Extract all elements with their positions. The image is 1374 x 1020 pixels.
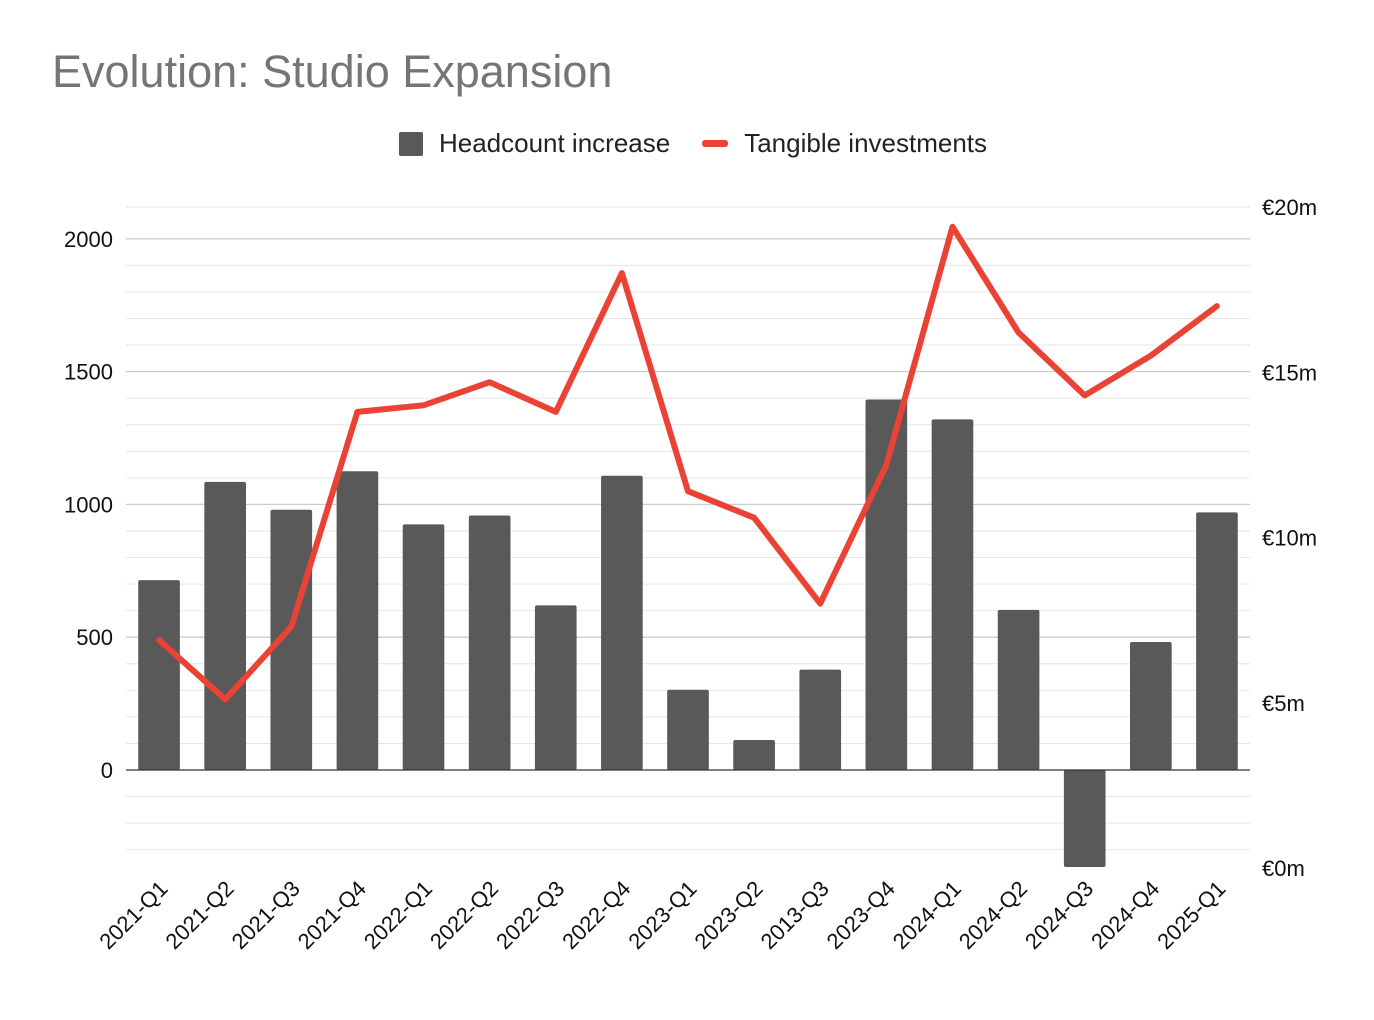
chart-legend: Headcount increase Tangible investments (0, 128, 1374, 159)
right-tick-label: €15m (1262, 360, 1317, 385)
x-tick-label: 2024-Q4 (1086, 876, 1164, 954)
bar-2022-Q1 (402, 524, 445, 770)
bar-2022-Q4 (601, 475, 643, 770)
legend-label-investments: Tangible investments (744, 128, 988, 158)
x-tick-label: 2023-Q1 (623, 876, 701, 954)
bar-2023-Q1 (667, 689, 709, 770)
x-tick-label: 2022-Q4 (557, 876, 635, 954)
left-tick-label: 0 (101, 758, 113, 783)
left-tick-label: 1000 (64, 492, 113, 517)
x-tick-label: 2021-Q3 (227, 876, 305, 954)
right-tick-label: €0m (1262, 856, 1305, 881)
legend-item-headcount: Headcount increase (398, 128, 671, 159)
bar-2024-Q4 (1129, 641, 1172, 770)
bar-2024-Q2 (997, 609, 1040, 770)
bar-2024-Q1 (931, 419, 974, 770)
x-tick-label: 2021-Q4 (293, 876, 371, 954)
bar-2021-Q1 (138, 580, 180, 770)
x-axis-ticks: 2021-Q12021-Q22021-Q32021-Q42022-Q12022-… (94, 876, 1230, 954)
left-tick-label: 1500 (64, 360, 113, 385)
x-tick-label: 2023-Q2 (689, 876, 767, 954)
right-tick-label: €10m (1262, 526, 1317, 551)
gridlines (126, 206, 1250, 851)
left-tick-label: 2000 (64, 227, 113, 252)
bar-2024-Q3 (1063, 770, 1106, 867)
x-tick-label: 2022-Q3 (491, 876, 569, 954)
legend-item-investments: Tangible investments (702, 128, 987, 159)
legend-swatch-line (702, 140, 729, 147)
bar-2021-Q2 (204, 481, 247, 770)
right-axis-ticks: €0m €5m €10m €15m €20m (1262, 195, 1317, 881)
bar-2022-Q3 (534, 605, 577, 770)
bar-2021-Q4 (336, 471, 379, 770)
right-tick-label: €5m (1262, 691, 1305, 716)
line-tangible-investments (156, 223, 1220, 703)
line-series (156, 223, 1220, 703)
left-tick-label: 500 (76, 625, 113, 650)
legend-label-headcount: Headcount increase (438, 128, 671, 158)
bar-series (138, 399, 1238, 867)
x-tick-label: 2024-Q1 (888, 876, 966, 954)
x-tick-label: 2023-Q4 (822, 876, 900, 954)
x-tick-label: 2021-Q2 (160, 876, 238, 954)
x-tick-label: 2013-Q3 (756, 876, 834, 954)
right-tick-label: €20m (1262, 195, 1317, 220)
bar-2023-Q2 (733, 739, 775, 770)
x-tick-label: 2025-Q1 (1152, 876, 1230, 954)
bar-2021-Q3 (270, 509, 313, 770)
legend-swatch-bar (398, 131, 423, 156)
x-tick-label: 2024-Q2 (954, 876, 1032, 954)
chart-title: Evolution: Studio Expansion (52, 46, 613, 97)
bar-2025-Q1 (1196, 512, 1238, 770)
x-tick-label: 2024-Q3 (1020, 876, 1098, 954)
x-tick-label: 2021-Q1 (94, 876, 172, 954)
x-tick-label: 2022-Q1 (359, 876, 437, 954)
x-tick-label: 2022-Q2 (425, 876, 503, 954)
bar-2013-Q3 (799, 669, 842, 770)
left-axis-ticks: 0 500 1000 1500 2000 (64, 227, 113, 783)
bar-2022-Q2 (468, 515, 511, 770)
